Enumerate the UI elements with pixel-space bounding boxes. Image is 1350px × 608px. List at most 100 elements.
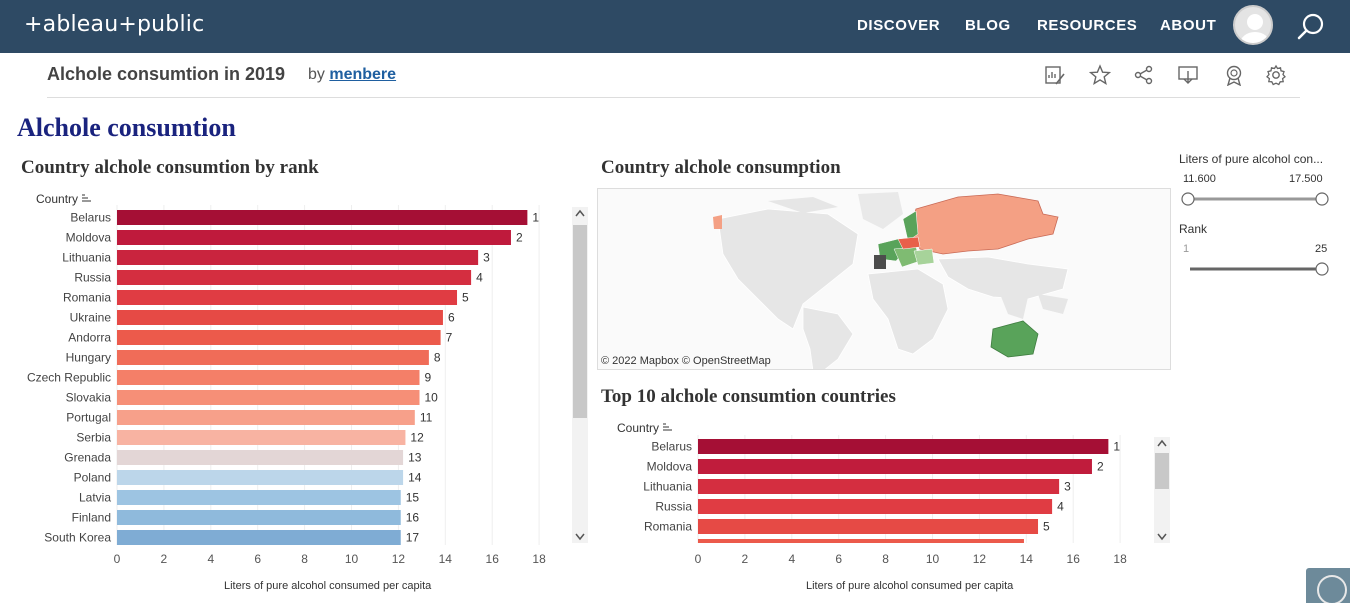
rank-filter-title: Rank [1179,222,1208,236]
scroll-up-icon[interactable] [575,209,585,217]
top10-field-header[interactable]: Country [617,421,674,435]
bar[interactable] [117,370,420,385]
corner-logo-icon [1317,575,1347,605]
bar[interactable] [117,490,401,505]
category-label: South Korea [44,531,111,545]
rank-field-header[interactable]: Country [36,192,93,206]
scroll-up-icon[interactable] [1157,439,1167,447]
bar[interactable] [117,430,406,445]
bar[interactable] [698,539,1024,543]
nav-resources[interactable]: RESOURCES [1037,17,1138,34]
scrollbar-thumb[interactable] [1155,453,1169,489]
bar[interactable] [117,410,415,425]
bar[interactable] [117,290,458,305]
bar[interactable] [117,250,479,265]
nav-about[interactable]: ABOUT [1160,17,1217,34]
nav-discover[interactable]: DISCOVER [857,17,941,34]
category-label: Grenada [64,451,111,465]
x-tick-label: 0 [114,552,121,566]
x-tick-label: 12 [973,552,987,566]
sort-icon[interactable] [662,422,674,432]
settings-gear-icon[interactable] [1265,64,1287,86]
favorite-star-icon[interactable] [1089,64,1111,86]
bar-value-label: 12 [410,431,424,445]
bar[interactable] [698,499,1053,514]
user-icon [1240,14,1270,43]
bar[interactable] [117,210,528,225]
bar[interactable] [117,330,441,345]
bar[interactable] [698,519,1039,534]
bar-value-label: 9 [425,371,432,385]
scroll-down-icon[interactable] [1157,533,1167,541]
x-tick-label: 6 [835,552,842,566]
bar[interactable] [117,450,404,465]
scroll-down-icon[interactable] [575,533,585,541]
share-icon[interactable] [1133,64,1155,86]
dashboard-title: Alchole consumtion [17,113,236,142]
rank-range-slider[interactable] [1180,261,1330,277]
corner-action-button[interactable] [1306,568,1350,605]
bar[interactable] [117,470,404,485]
bar[interactable] [117,310,443,325]
category-label: Andorra [68,331,111,345]
rank-x-axis-title: Liters of pure alcohol consumed per capi… [224,580,432,592]
author-link[interactable]: menbere [329,66,397,83]
bar[interactable] [117,390,420,405]
slider-handle-max [1315,262,1329,276]
rank-filter-min: 1 [1183,243,1190,255]
map-attribution: © 2022 Mapbox © OpenStreetMap [601,355,771,367]
top10-field-header-label: Country [617,421,660,435]
bar[interactable] [698,479,1060,494]
avatar[interactable] [1233,5,1273,45]
bar-value-label: 16 [406,511,420,525]
x-tick-label: 4 [788,552,795,566]
bar-value-label: 2 [516,231,523,245]
bar[interactable] [117,350,429,365]
bar-value-label: 6 [448,311,455,325]
category-label: Belarus [70,211,111,225]
bar[interactable] [117,530,401,545]
category-label: Lithuania [643,480,692,494]
badge-icon[interactable] [1223,64,1245,86]
sort-icon[interactable] [81,193,93,203]
world-map[interactable]: © 2022 Mapbox © OpenStreetMap [597,188,1171,370]
bar-value-label: 15 [406,491,420,505]
scrollbar-track[interactable] [1154,437,1170,543]
tableau-public-logo[interactable]: +ableau+public [24,12,205,37]
bar[interactable] [698,459,1092,474]
bar-value-label: 13 [408,451,422,465]
bar-value-label: 14 [408,471,422,485]
map-canvas [713,192,1069,369]
slider-handle-min [1181,192,1195,206]
liters-filter-title: Liters of pure alcohol con... [1179,152,1324,166]
category-label: Russia [655,500,692,514]
liters-range-slider[interactable] [1180,191,1330,207]
category-label: Serbia [76,431,111,445]
x-tick-label: 14 [439,552,453,566]
x-tick-label: 18 [532,552,546,566]
bar-value-label: 5 [462,291,469,305]
bar-value-label: 17 [406,531,420,545]
slider-handle-max [1315,192,1329,206]
bar[interactable] [117,270,472,285]
download-icon[interactable] [1177,64,1199,86]
search-icon[interactable] [1296,12,1326,42]
x-tick-label: 10 [345,552,359,566]
bar-value-label: 5 [1043,520,1050,534]
bar[interactable] [117,510,401,525]
bar-value-label: 4 [1057,500,1064,514]
bar[interactable] [117,230,511,245]
bar-value-label: 2 [1097,460,1104,474]
category-label: Lithuania [62,251,111,265]
edit-viz-icon[interactable] [1044,64,1066,86]
x-tick-label: 18 [1113,552,1127,566]
category-label: Moldova [66,231,112,245]
by-label: by [308,66,325,83]
scrollbar-thumb[interactable] [573,225,587,418]
nav-blog[interactable]: BLOG [965,17,1011,34]
top10-x-axis-title: Liters of pure alcohol consumed per capi… [806,580,1014,592]
bar-value-label: 1 [1113,440,1120,454]
bar[interactable] [698,439,1109,454]
bar-value-label: 11 [420,411,433,425]
bar-value-label: 3 [483,251,490,265]
